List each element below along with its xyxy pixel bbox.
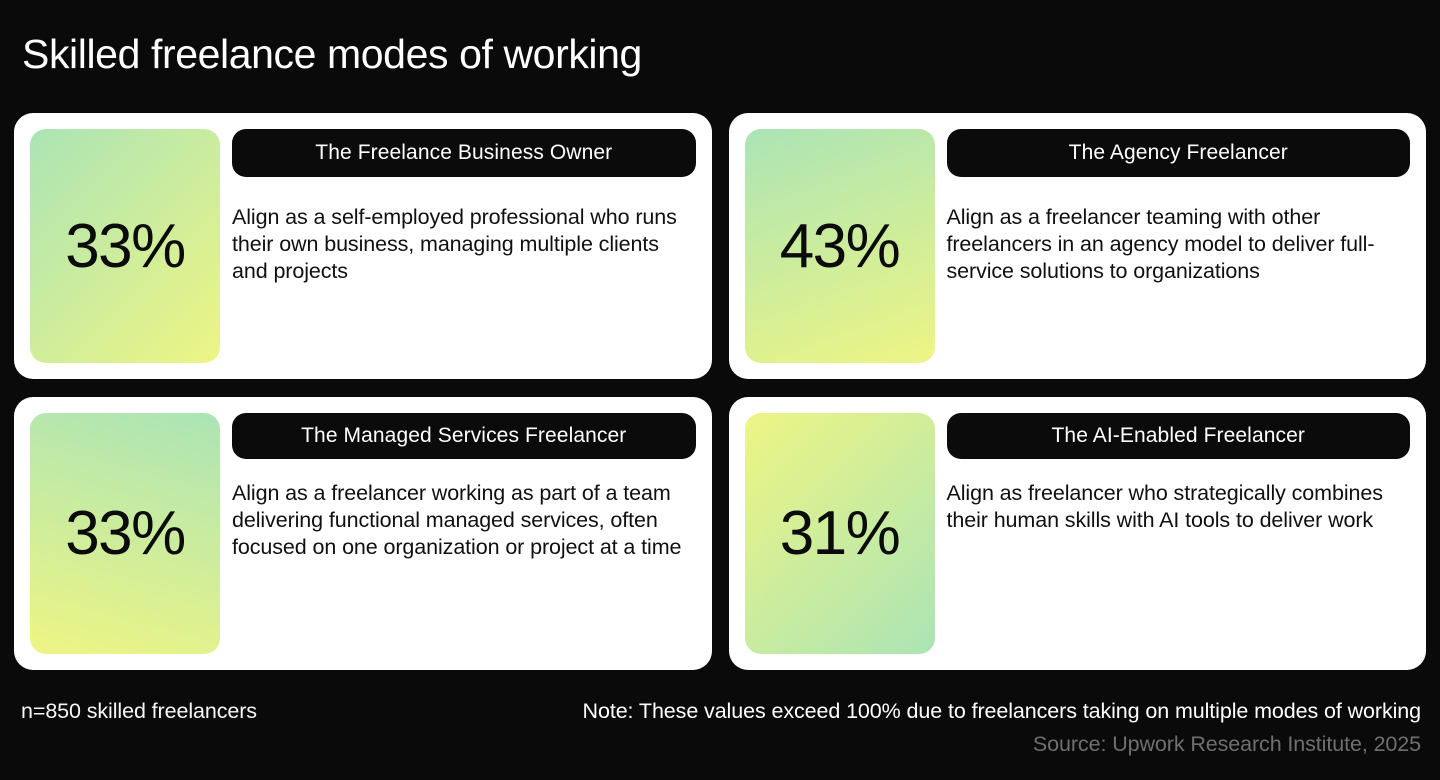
percent-value: 43%	[779, 211, 901, 281]
mode-description: Align as freelancer who strategically co…	[946, 481, 1383, 533]
card-grid: 33% The Freelance Business Owner Align a…	[14, 113, 1426, 670]
percent-value: 33%	[65, 211, 186, 281]
card-content: The AI-Enabled Freelancer Align as freel…	[946, 413, 1410, 654]
page-title: Skilled freelance modes of working	[22, 31, 642, 77]
card-content: The Freelance Business Owner Align as a …	[232, 129, 696, 363]
card-agency-freelancer: 43% The Agency Freelancer Align as a fre…	[728, 113, 1426, 379]
card-content: The Managed Services Freelancer Align as…	[232, 413, 696, 654]
mode-title-pill: The AI-Enabled Freelancer	[946, 413, 1410, 459]
percent-value: 31%	[779, 499, 901, 568]
sample-size-label: n=850 skilled freelancers	[21, 699, 257, 723]
card-managed-services-freelancer: 33% The Managed Services Freelancer Alig…	[14, 397, 712, 670]
card-freelance-business-owner: 33% The Freelance Business Owner Align a…	[14, 113, 712, 379]
mode-description: Align as a freelancer teaming with other…	[946, 205, 1375, 284]
mode-description: Align as a self-employed professional wh…	[232, 205, 677, 284]
stat-box-managed-services-freelancer: 33%	[30, 413, 220, 654]
mode-title-pill: The Agency Freelancer	[946, 129, 1410, 177]
source-label: Source: Upwork Research Institute, 2025	[1032, 732, 1421, 756]
stat-box-freelance-business-owner: 33%	[30, 129, 220, 363]
stat-box-ai-enabled-freelancer: 31%	[744, 413, 935, 654]
stat-box-agency-freelancer: 43%	[744, 129, 935, 363]
mode-title-pill: The Managed Services Freelancer	[232, 413, 696, 459]
card-ai-enabled-freelancer: 31% The AI-Enabled Freelancer Align as f…	[728, 397, 1426, 670]
note-label: Note: These values exceed 100% due to fr…	[582, 699, 1422, 723]
card-content: The Agency Freelancer Align as a freelan…	[946, 129, 1410, 363]
percent-value: 33%	[65, 499, 186, 568]
mode-title-pill: The Freelance Business Owner	[232, 129, 696, 177]
mode-description: Align as a freelancer working as part of…	[232, 481, 682, 560]
